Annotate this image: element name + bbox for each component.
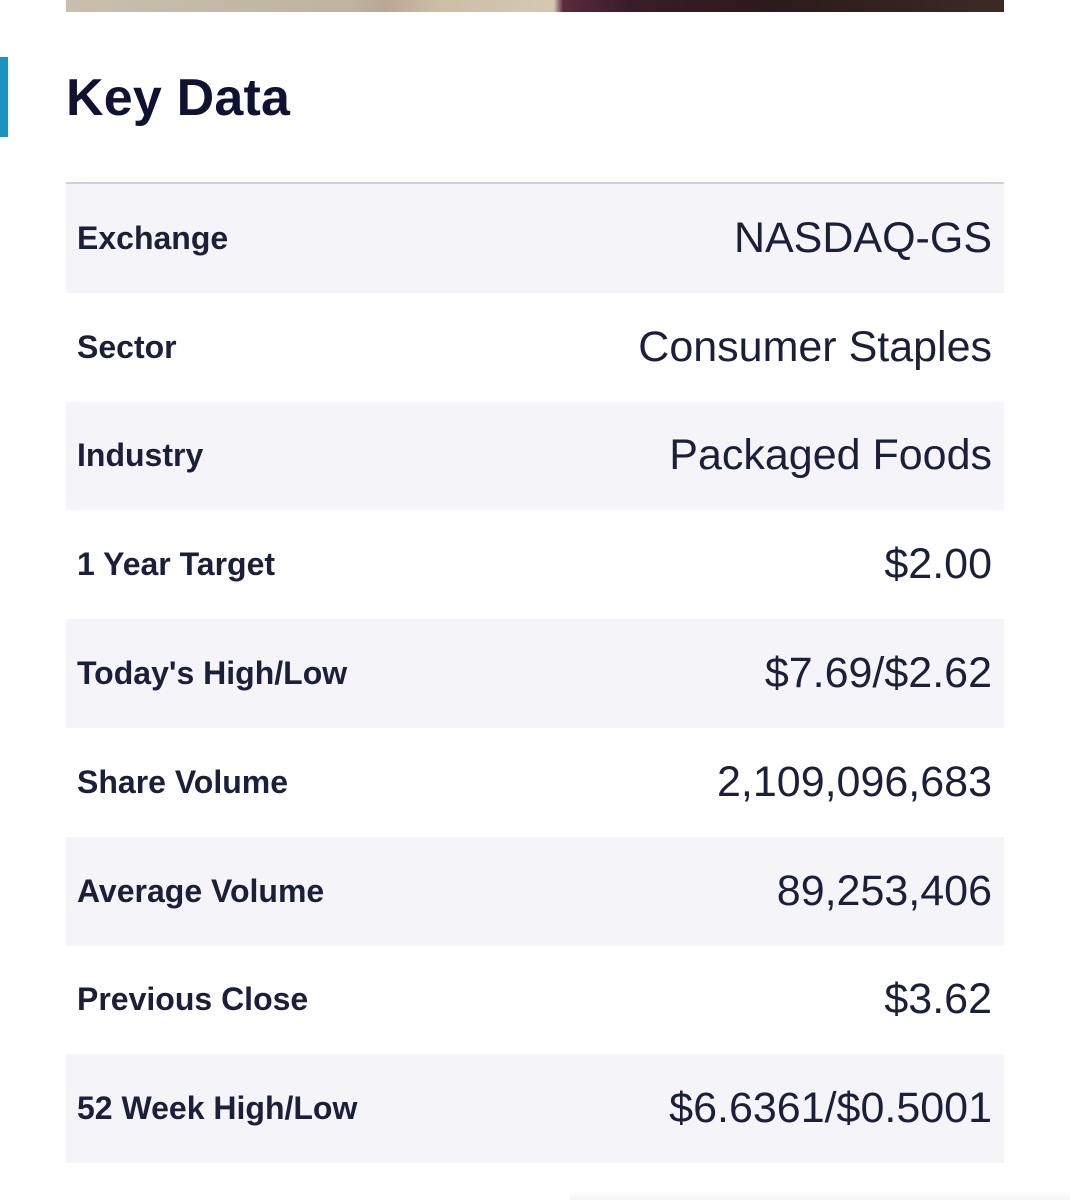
row-value: 2,109,096,683 (717, 757, 992, 806)
row-value: $6.6361/$0.5001 (669, 1084, 992, 1133)
table-row-todays-high-low: Today's High/Low $7.69/$2.62 (66, 619, 1004, 728)
table-row-share-volume: Share Volume 2,109,096,683 (66, 728, 1004, 837)
row-value: NASDAQ-GS (733, 213, 992, 262)
table-row-industry: Industry Packaged Foods (66, 401, 1004, 511)
hero-image-strip (66, 0, 1004, 12)
row-value: Consumer Staples (638, 322, 992, 371)
row-value: Packaged Foods (669, 431, 992, 480)
row-value: $2.00 (884, 540, 992, 589)
row-label: Industry (77, 437, 204, 474)
row-label: 52 Week High/Low (77, 1090, 358, 1127)
row-label: Exchange (77, 219, 229, 256)
section-title: Key Data (66, 69, 291, 127)
row-value: $3.62 (884, 975, 992, 1024)
key-data-table: Exchange NASDAQ-GS Sector Consumer Stapl… (66, 182, 1004, 1164)
row-label: Today's High/Low (77, 655, 348, 692)
section-accent-bar (0, 57, 8, 137)
table-row-exchange: Exchange NASDAQ-GS (66, 184, 1004, 293)
row-label: Previous Close (77, 981, 309, 1018)
table-row-1-year-target: 1 Year Target $2.00 (66, 510, 1004, 619)
row-label: 1 Year Target (77, 546, 276, 583)
table-row-52-week-high-low: 52 Week High/Low $6.6361/$0.5001 (66, 1054, 1004, 1164)
table-row-sector: Sector Consumer Staples (66, 293, 1004, 402)
table-row-previous-close: Previous Close $3.62 (66, 946, 1004, 1055)
table-row-average-volume: Average Volume 89,253,406 (66, 836, 1004, 946)
row-label: Average Volume (77, 872, 325, 909)
row-label: Share Volume (77, 763, 289, 800)
row-label: Sector (77, 328, 177, 365)
row-value: $7.69/$2.62 (764, 649, 992, 698)
row-value: 89,253,406 (776, 866, 992, 915)
bottom-shadow (570, 1190, 1070, 1200)
